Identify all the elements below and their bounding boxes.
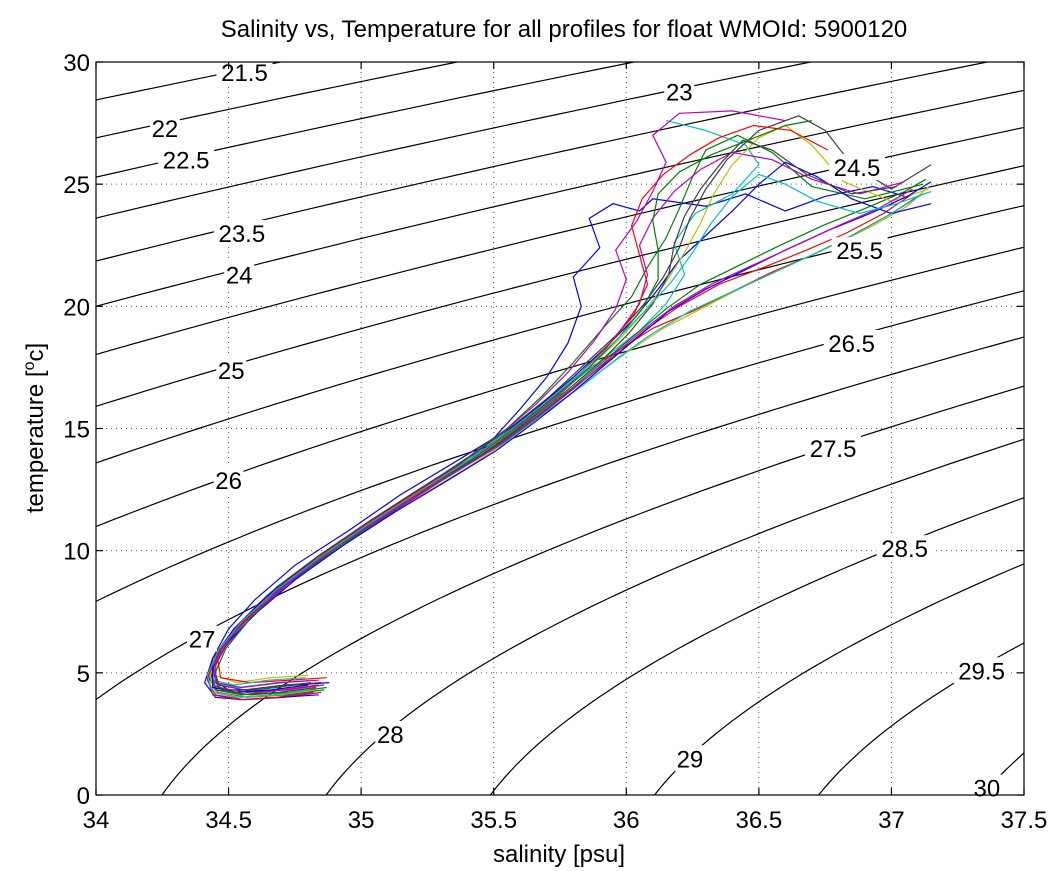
- profile-line: [206, 173, 932, 698]
- contour-label-bg: [823, 329, 880, 356]
- profile-line: [214, 188, 913, 689]
- profile-line: [212, 151, 905, 694]
- x-tick-label: 36.5: [735, 807, 782, 834]
- x-tick-label: 36: [613, 807, 640, 834]
- profiles-group: [204, 110, 932, 701]
- x-tick-label: 34.5: [205, 807, 252, 834]
- contour-label-bg: [805, 435, 862, 462]
- profile-line: [209, 124, 929, 698]
- contour-label: 24: [226, 263, 253, 290]
- contour-label: 30: [974, 776, 1001, 803]
- contour-label: 27.5: [810, 436, 857, 463]
- contour-label-bg: [158, 146, 215, 173]
- isopycnal-line: [96, 62, 811, 219]
- x-tick-label: 35: [348, 807, 375, 834]
- x-axis-label: salinity [psu]: [493, 841, 625, 868]
- isopycnal-line: [325, 438, 1024, 795]
- contour-label: 28.5: [881, 536, 928, 563]
- contour-label-bg: [876, 535, 933, 562]
- y-tick-label: 20: [63, 294, 90, 321]
- y-tick-label: 5: [77, 661, 90, 688]
- contour-label-bg: [213, 466, 244, 493]
- isopycnal-line: [96, 89, 1024, 307]
- contour-label: 22: [152, 116, 179, 143]
- contour-label: 29: [677, 746, 704, 773]
- contour-label: 23: [666, 79, 693, 106]
- profile-line: [212, 120, 760, 689]
- y-tick-label: 25: [63, 172, 90, 199]
- contour-label: 26: [215, 468, 242, 495]
- contour-label-bg: [971, 774, 1002, 801]
- y-tick-label: 0: [77, 783, 90, 810]
- x-tick-label: 35.5: [470, 807, 517, 834]
- y-axis-label-sup: o: [21, 361, 38, 370]
- profile-line: [214, 186, 929, 684]
- profile-line: [206, 110, 786, 701]
- profile-line: [206, 134, 924, 698]
- contour-label-bg: [674, 745, 705, 772]
- isopycnal-line: [654, 563, 1024, 795]
- isopycnal-line: [96, 165, 1024, 407]
- isopycnal-line: [96, 290, 1024, 603]
- contour-label: 27: [189, 627, 216, 654]
- plot-area: 21.52222.52323.52424.52525.52626.52727.5…: [63, 50, 1048, 834]
- y-tick-label: 30: [63, 50, 90, 77]
- profile-line: [212, 139, 897, 691]
- isopycnal-line: [96, 62, 988, 262]
- y-tick-label: 15: [63, 417, 90, 444]
- isopycnal-line: [96, 246, 1024, 528]
- contour-label: 25.5: [836, 238, 883, 265]
- isopycnal-line: [96, 204, 1024, 464]
- contour-label-bg: [828, 154, 885, 181]
- chart-title: Salinity vs, Temperature for all profile…: [221, 16, 908, 43]
- profile-line: [209, 185, 905, 691]
- contour-label-bg: [953, 657, 1010, 684]
- x-tick-label: 34: [83, 807, 110, 834]
- contour-label: 22.5: [163, 148, 210, 175]
- isopycnal-line: [96, 336, 1024, 701]
- y-axis-label-end: c]: [22, 343, 49, 362]
- isopycnal-line: [161, 385, 1024, 795]
- contour-label-bg: [216, 356, 247, 383]
- contour-label: 25: [218, 358, 245, 385]
- contour-label: 28: [377, 722, 404, 749]
- contour-label-bg: [216, 58, 273, 85]
- y-tick-label: 10: [63, 539, 90, 566]
- x-tick-label: 37.5: [1001, 807, 1048, 834]
- isopycnal-line: [489, 497, 1024, 795]
- contour-label: 26.5: [828, 331, 875, 358]
- contour-label: 29.5: [958, 658, 1005, 685]
- x-tick-label: 37: [878, 807, 905, 834]
- contour-label-bg: [149, 114, 180, 141]
- profile-line: [214, 120, 813, 696]
- contour-label-bg: [664, 78, 695, 105]
- contour-group: [96, 62, 1024, 795]
- contour-label: 23.5: [218, 221, 265, 248]
- contour-label-bg: [187, 625, 218, 652]
- y-axis-label: temperature [oc]: [21, 343, 49, 513]
- contour-label-bg: [831, 237, 888, 264]
- contour-label: 24.5: [834, 155, 881, 182]
- y-axis-label-main: temperature [: [22, 370, 49, 513]
- contour-label-bg: [224, 261, 255, 288]
- profile-line: [212, 193, 924, 686]
- contour-label-bg: [213, 220, 270, 247]
- contour-label-bg: [375, 720, 406, 747]
- isopycnal-line: [96, 126, 1024, 356]
